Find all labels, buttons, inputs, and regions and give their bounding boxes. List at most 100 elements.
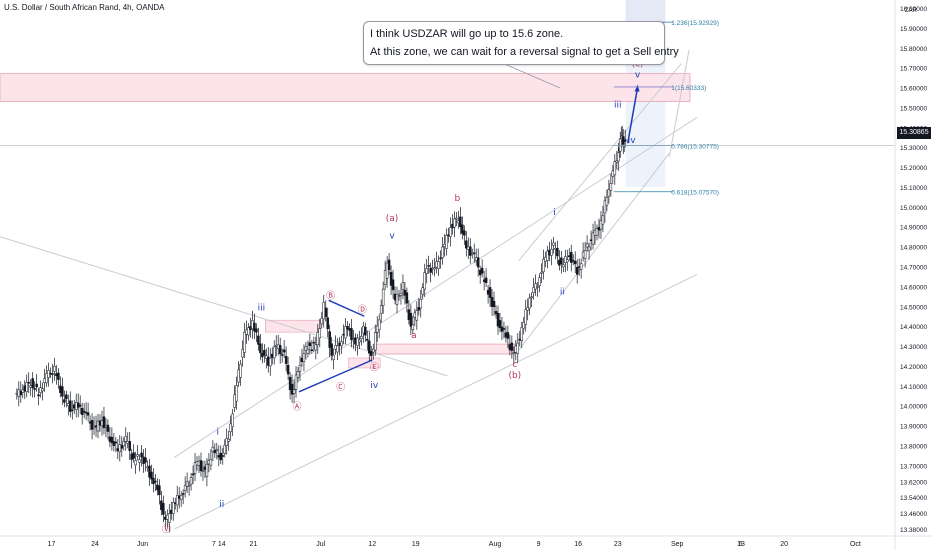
x-tick-label: Aug (489, 541, 502, 548)
candle-body (90, 420, 94, 430)
candle-body (177, 495, 181, 499)
candle-body (482, 279, 486, 282)
candle-body (593, 229, 597, 236)
candle-body (504, 332, 508, 338)
trend-channel-line (518, 63, 682, 261)
candle-body (67, 403, 70, 406)
candle-body (377, 319, 381, 331)
candle-body (566, 259, 569, 263)
candle-body (274, 344, 278, 347)
candle-body (623, 139, 627, 142)
candle-body (78, 404, 82, 407)
candle-body (201, 470, 205, 472)
candle-body (395, 294, 399, 305)
candle-body (364, 326, 367, 336)
candle-body (599, 220, 603, 230)
candle-body (577, 266, 581, 268)
candle-body (427, 265, 430, 267)
candle-body (587, 246, 591, 252)
candle-body (142, 456, 145, 465)
candle-body (352, 338, 355, 340)
candle-body (544, 256, 547, 262)
candle-body (538, 277, 541, 286)
candle-body (441, 246, 444, 259)
candle-body (150, 471, 153, 480)
candle-body (508, 344, 512, 351)
y-tick-label: 14.40000 (900, 324, 927, 331)
candle-body (320, 317, 324, 325)
wave-label: b (455, 194, 461, 204)
candle-body (59, 385, 62, 393)
candle-body (96, 420, 100, 432)
candle-body (132, 452, 135, 459)
candle-body (280, 354, 284, 356)
candle-body (480, 267, 484, 274)
candle-body (152, 477, 155, 485)
candle-body (463, 230, 466, 236)
candle-body (33, 388, 36, 390)
candle-body (229, 423, 232, 433)
candle-body (472, 252, 476, 255)
x-tick-label: 23 (614, 541, 622, 548)
triangle-lower-line (298, 359, 373, 393)
candle-body (124, 436, 127, 442)
candle-body (195, 461, 199, 466)
candle-body (449, 227, 452, 237)
candle-body (476, 257, 480, 268)
candle-body (197, 460, 201, 466)
candle-body (209, 459, 213, 466)
candle-body (265, 355, 268, 359)
callout-line-2: At this zone, we can wait for a reversal… (370, 46, 679, 58)
candle-body (138, 459, 141, 463)
fib-level-label: 0.618(15.07570) (671, 190, 719, 197)
candle-body (219, 452, 223, 461)
y-tick-label: 15.30000 (900, 145, 927, 152)
candle-body (399, 292, 403, 296)
candle-body (88, 421, 92, 424)
trend-channel-line (518, 152, 670, 351)
y-tick-label: 13.38000 (900, 527, 927, 534)
candle-body (223, 444, 226, 454)
wave-label: iii (258, 303, 266, 313)
candle-body (518, 338, 522, 341)
candle-body (74, 402, 78, 410)
candle-body (419, 299, 423, 309)
candle-body (225, 437, 228, 446)
wave-label: ii (560, 287, 565, 297)
candle-body (512, 352, 516, 355)
candle-body (110, 436, 114, 444)
x-tick-label: 12 (368, 541, 376, 548)
candle-body (328, 331, 331, 348)
candle-body (302, 353, 306, 363)
candle-body (170, 509, 173, 514)
candle-body (203, 466, 207, 470)
candle-body (461, 224, 464, 234)
wave-label: ii (219, 500, 224, 510)
candle-body (431, 267, 434, 270)
candle-body (330, 343, 333, 356)
candle-body (227, 439, 230, 442)
x-tick-label: 21 (250, 541, 258, 548)
candle-body (522, 322, 525, 329)
candle-body (106, 424, 110, 432)
candle-body (488, 287, 492, 298)
x-tick-label: 13 (737, 541, 745, 548)
candle-body (326, 317, 329, 330)
candle-body (237, 369, 240, 383)
candle-body (278, 345, 282, 355)
candle-body (490, 297, 494, 307)
candle-body (98, 420, 102, 426)
candle-body (332, 355, 335, 360)
analysis-callout[interactable]: I think USDZAR will go up to 15.6 zone. … (363, 21, 679, 65)
x-tick-label: 16 (574, 541, 582, 548)
candle-body (51, 373, 54, 375)
candle-body (43, 378, 46, 383)
candle-body (31, 378, 34, 389)
y-tick-label: 13.70000 (900, 463, 927, 470)
candle-body (23, 385, 27, 392)
candle-body (148, 465, 151, 478)
candle-body (429, 267, 432, 273)
candle-body (73, 404, 76, 409)
